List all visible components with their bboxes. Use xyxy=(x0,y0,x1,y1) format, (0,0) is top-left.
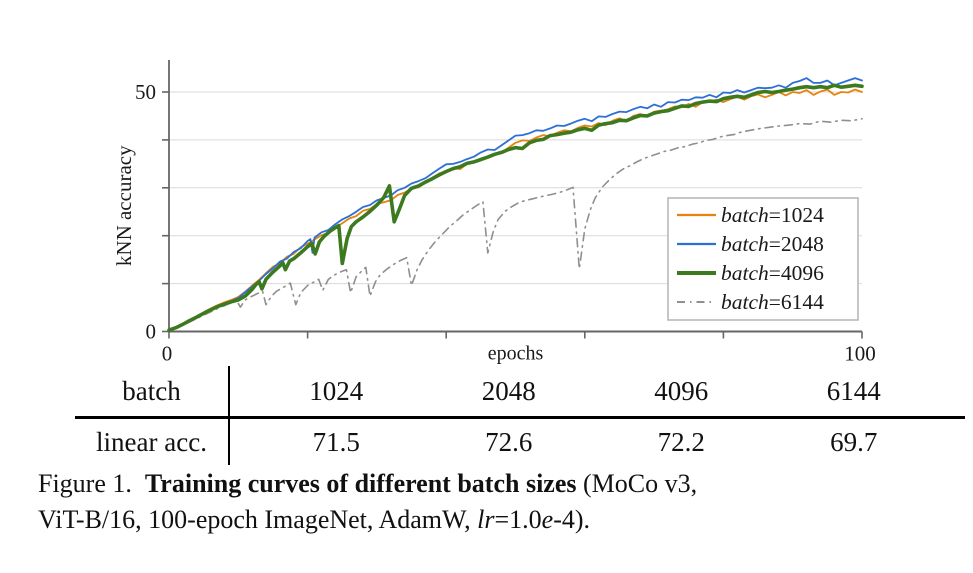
x-tick-label: 100 xyxy=(844,342,876,366)
x-axis-label: epochs xyxy=(488,343,544,365)
caption-text: (MoCo v3, xyxy=(576,469,698,498)
table-row: linear acc. 71.5 72.6 72.2 69.7 xyxy=(75,419,965,465)
y-tick-label: 0 xyxy=(146,320,157,344)
table-cell: 71.5 xyxy=(312,426,360,457)
table-cell: 6144 xyxy=(826,375,881,406)
series-line-batch-4096 xyxy=(167,83,864,332)
series-line-batch-6144 xyxy=(168,118,863,331)
training-curves-chart: 0 50 0 100 epochs kNN accuracy batch=1024 batch… xyxy=(112,60,876,366)
table-cell: 1024 xyxy=(309,375,364,406)
legend-label: batch=4096 xyxy=(721,261,824,285)
table-row-header-linear-acc: linear acc. xyxy=(75,419,230,465)
table-row-header-batch: batch xyxy=(75,366,230,416)
table-cell: 72.6 xyxy=(485,426,533,457)
table-cell: 4096 xyxy=(654,375,709,406)
legend-label: batch=1024 xyxy=(721,203,824,227)
table-cell: 69.7 xyxy=(830,426,878,457)
table-row-cells: 71.5 72.6 72.2 69.7 xyxy=(230,427,965,458)
caption-bold-title: Training curves of different batch sizes xyxy=(144,469,577,498)
legend-box xyxy=(667,197,859,321)
figure-number: Figure 1. xyxy=(38,469,132,498)
caption-text: ViT-B/16, 100-epoch ImageNet, AdamW, xyxy=(38,505,478,534)
series-line-batch-2048 xyxy=(168,77,863,332)
caption-text: =1.0 xyxy=(494,505,542,534)
table-row-cells: 1024 2048 4096 6144 xyxy=(230,376,965,407)
table-cell: 72.2 xyxy=(657,426,705,457)
table-cell: 2048 xyxy=(481,375,536,406)
y-tick-label: 50 xyxy=(135,80,156,104)
legend-label: batch=6144 xyxy=(721,290,824,314)
results-table: batch 1024 2048 4096 6144 linear acc. 71… xyxy=(75,366,965,465)
caption-text: -4). xyxy=(553,505,591,534)
x-tick-label: 0 xyxy=(162,342,173,366)
caption-e-variable: e xyxy=(541,505,554,534)
y-axis-label: kNN accuracy xyxy=(112,145,136,266)
table-row: batch 1024 2048 4096 6144 xyxy=(75,366,965,419)
chart-area: 0 50 0 100 epochs kNN accuracy batch=1024 batch… xyxy=(112,60,876,366)
caption-lr-variable: lr xyxy=(477,505,495,534)
figure-caption: Figure 1. Training curves of different ba… xyxy=(38,466,953,538)
legend-label: batch=2048 xyxy=(721,232,824,256)
